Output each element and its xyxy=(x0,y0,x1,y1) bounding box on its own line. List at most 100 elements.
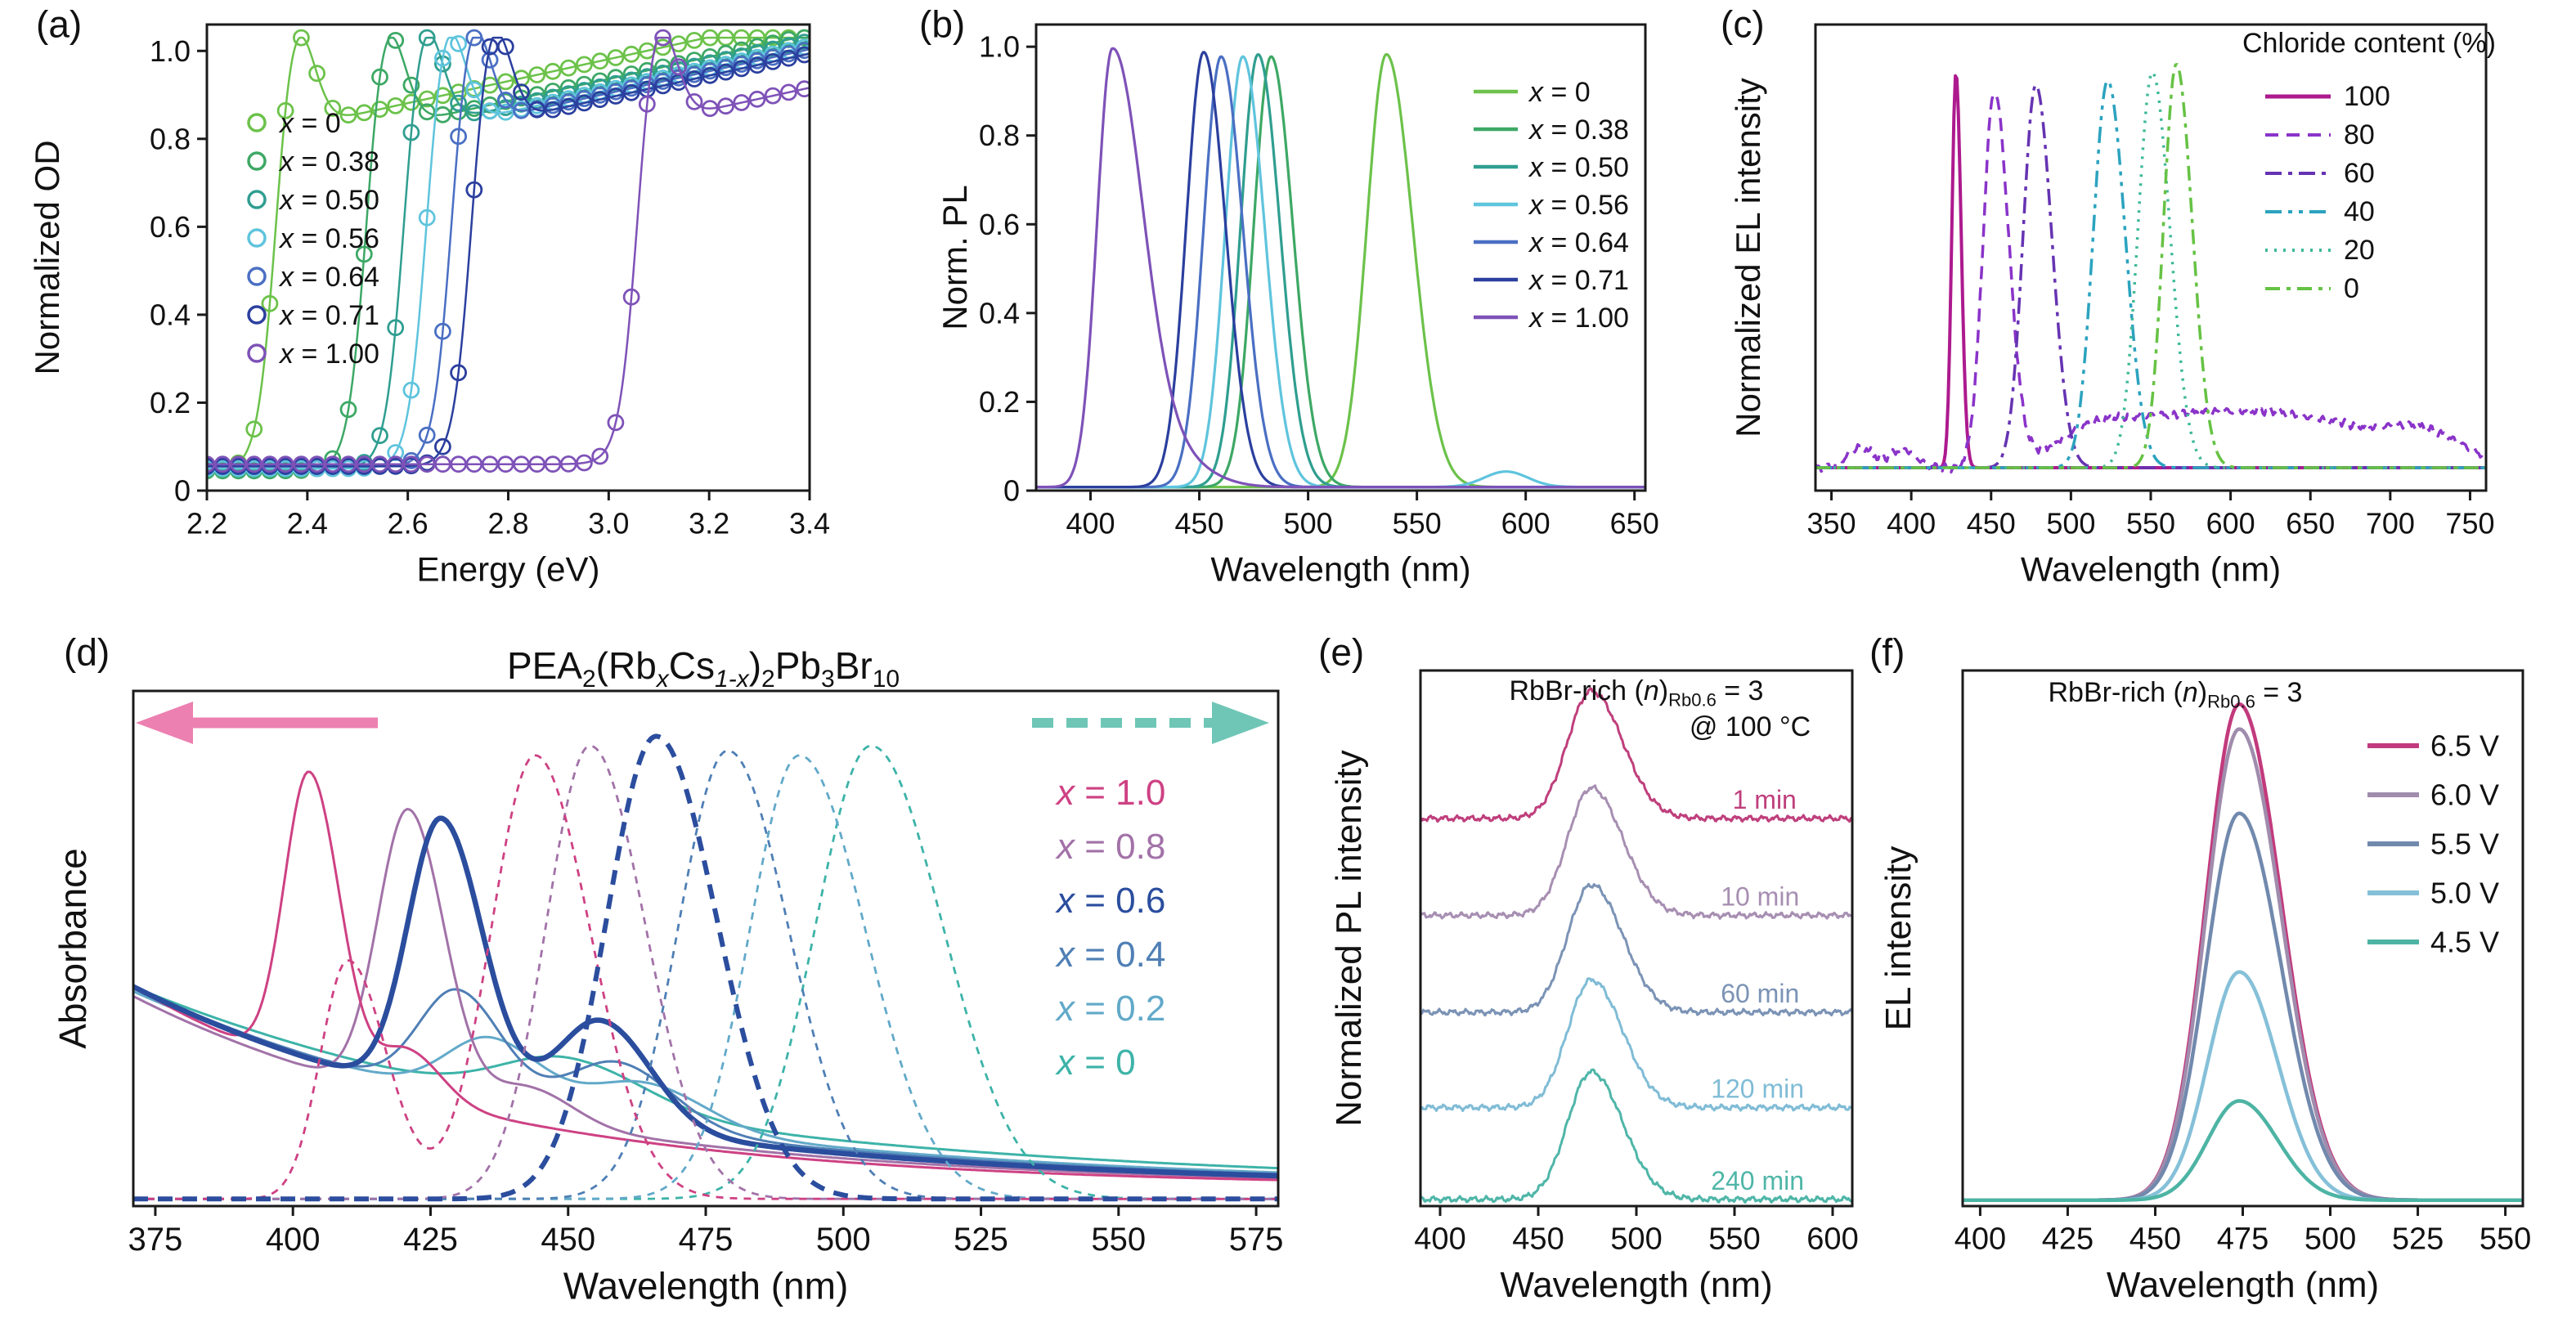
x-tick-label: 450 xyxy=(1512,1222,1564,1256)
x-tick-label: 450 xyxy=(541,1222,595,1258)
x-tick-label: 400 xyxy=(1066,506,1115,540)
series-curve-10 min xyxy=(1419,784,1853,920)
x-tick-label: 2.2 xyxy=(186,506,227,540)
x-tick-label: 475 xyxy=(679,1222,734,1258)
legend-label: 6.0 V xyxy=(2430,778,2499,812)
x-tick-label: 3.0 xyxy=(588,506,629,540)
legend-label: 100 xyxy=(2344,81,2390,112)
curve-label: 10 min xyxy=(1721,882,1799,912)
x-tick-label: 500 xyxy=(1610,1222,1662,1256)
curve-label: 120 min xyxy=(1711,1074,1804,1104)
data-marker xyxy=(591,52,609,70)
data-marker xyxy=(591,91,609,109)
panel-label-e: (e) xyxy=(1318,631,1364,674)
y-tick-label: 0.4 xyxy=(150,298,191,331)
data-marker xyxy=(654,77,671,95)
data-marker xyxy=(339,106,357,124)
plot-area-b xyxy=(1036,47,1645,489)
data-marker xyxy=(748,90,766,108)
data-marker xyxy=(576,94,593,112)
plot-area-c xyxy=(1814,63,2487,474)
data-marker xyxy=(418,90,436,108)
legend-label: x = 0.56 xyxy=(278,223,379,254)
legend-marker xyxy=(247,267,267,286)
x-tick-label: 550 xyxy=(1091,1222,1146,1258)
panel-label-d: (d) xyxy=(64,631,110,674)
data-marker xyxy=(418,426,436,444)
legend-label: x = 0.6 xyxy=(1055,881,1165,921)
data-marker xyxy=(387,32,405,49)
data-marker xyxy=(591,447,609,465)
x-tick-label: 550 xyxy=(2480,1222,2531,1256)
data-marker xyxy=(780,83,797,101)
legend-marker xyxy=(247,151,267,171)
y-axis-label-f: EL intensity xyxy=(1878,846,1919,1031)
legend-label: x = 1.00 xyxy=(278,339,379,370)
data-marker xyxy=(701,100,719,118)
x-tick-label: 450 xyxy=(1175,506,1224,540)
legend-label: x = 0 xyxy=(1528,77,1591,108)
panel-b: 400 450 500 550 600 650 0 0.2 0.4 0.6 0.8 1.0 Wavele… xyxy=(919,3,1659,589)
legend-title: Chloride content (%) xyxy=(2242,28,2496,59)
y-axis-label-d: Absorbance xyxy=(52,848,94,1049)
data-marker xyxy=(402,76,420,94)
data-marker xyxy=(622,83,640,101)
data-marker xyxy=(324,99,342,117)
data-marker xyxy=(544,62,562,80)
panel-title-f-0: RbBr-rich (n)Rb0.6 = 3 xyxy=(2049,677,2303,711)
legend-d: x = 1.0 x = 0.8 x = 0.6 x = 0.4 x = 0.2 x = 0 xyxy=(1055,773,1165,1083)
legend-label: x = 0.38 xyxy=(1528,114,1629,146)
series-curve-x = 1.00 xyxy=(207,36,810,465)
series-curve-x = 0 xyxy=(206,36,810,472)
data-marker xyxy=(434,49,451,67)
x-tick-label: 550 xyxy=(1708,1222,1760,1256)
legend-label: x = 1.0 xyxy=(1055,773,1165,813)
data-marker xyxy=(654,29,671,47)
data-marker xyxy=(796,80,811,98)
legend-label: x = 0.56 xyxy=(1528,190,1629,221)
x-tick-label: 600 xyxy=(2206,506,2255,540)
legend-label: 6.5 V xyxy=(2430,729,2499,763)
panel-title-d-0: PEA2(RbxCs1-x)2Pb3Br10 xyxy=(507,644,900,693)
x-tick-label: 525 xyxy=(954,1222,1008,1258)
legend-marker xyxy=(247,113,267,132)
legend-label: x = 0.71 xyxy=(278,300,379,331)
data-marker xyxy=(685,70,703,87)
blue-shift-arrow-head xyxy=(136,702,193,744)
x-tick-label: 600 xyxy=(1806,1222,1858,1256)
data-marker xyxy=(796,46,811,64)
x-tick-label: 500 xyxy=(816,1222,871,1258)
curve-label: 1 min xyxy=(1733,785,1797,814)
data-marker xyxy=(496,38,514,56)
x-tick-label: 550 xyxy=(1393,506,1442,540)
data-marker xyxy=(418,29,436,47)
x-tick-label: 475 xyxy=(2217,1222,2269,1256)
series-curve-4.5 V xyxy=(1962,1099,2524,1202)
data-marker xyxy=(371,101,388,119)
data-marker xyxy=(418,209,436,226)
plot-area-a xyxy=(205,29,811,480)
data-marker xyxy=(387,96,405,114)
y-tick-label: 0 xyxy=(174,474,191,508)
data-marker xyxy=(496,73,514,91)
x-tick-label: 450 xyxy=(2129,1222,2181,1256)
x-tick-label: 500 xyxy=(2046,506,2095,540)
series-curve-120 min xyxy=(1419,977,1854,1112)
y-axis-label-e: Normalized PL intensity xyxy=(1329,750,1369,1127)
data-marker xyxy=(434,437,451,455)
series-curve-x = 0 abs xyxy=(132,985,1279,1170)
data-marker xyxy=(607,49,625,66)
data-marker xyxy=(796,42,811,60)
data-marker xyxy=(796,29,811,47)
legend-label: x = 1.00 xyxy=(1528,303,1629,334)
y-tick-label: 1.0 xyxy=(150,34,191,68)
series-curve-0 xyxy=(1815,63,2486,469)
data-marker xyxy=(450,128,467,146)
legend-marker xyxy=(247,228,267,248)
y-axis-label-a: Normalized OD xyxy=(28,140,66,374)
data-marker xyxy=(450,94,467,112)
data-marker xyxy=(559,97,577,115)
x-tick-label: 400 xyxy=(1954,1222,2006,1256)
